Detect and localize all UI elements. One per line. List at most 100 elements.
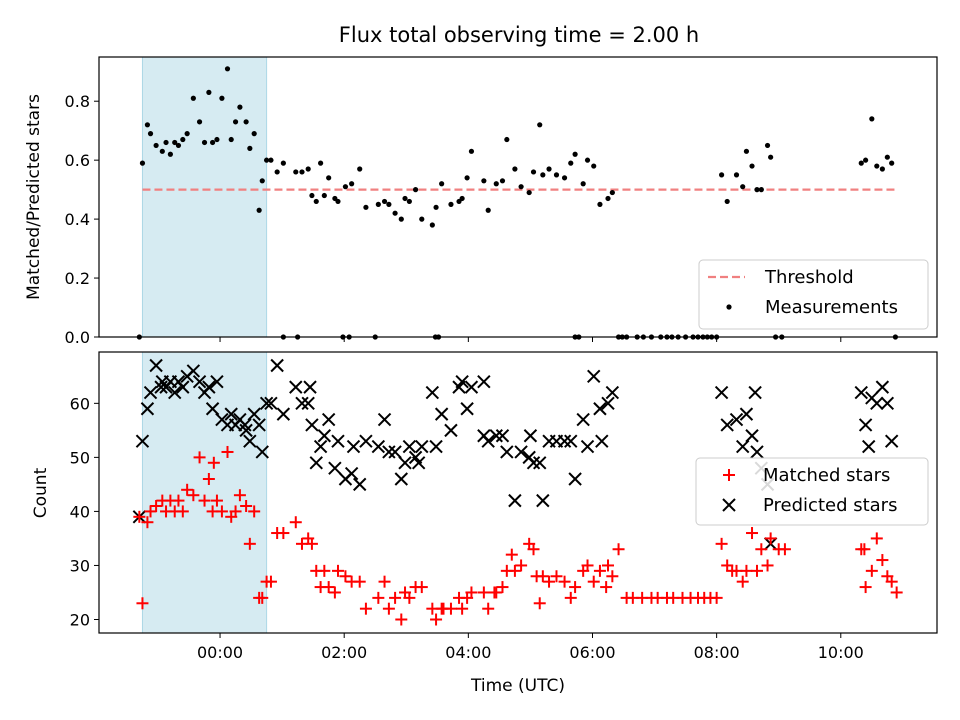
measurement-point — [743, 148, 750, 154]
bottom-legend: Matched stars Predicted stars — [695, 457, 929, 526]
predicted-star-marker-b — [321, 412, 336, 427]
predicted-star-marker-b — [398, 456, 412, 470]
matched-star-marker — [740, 564, 753, 577]
matched-star-marker — [870, 532, 883, 545]
matched-star-marker — [415, 581, 428, 594]
legend-matched-label: Matched stars — [763, 465, 890, 486]
predicted-star-marker-b — [247, 407, 261, 421]
matched-star-marker — [403, 591, 416, 604]
predicted-star-marker-b — [714, 385, 729, 400]
x-tick-label: 06:00 — [569, 643, 615, 662]
measurement-point — [499, 178, 506, 184]
top-y-tick-label: 0.0 — [65, 328, 90, 347]
matched-star-marker — [430, 613, 443, 626]
predicted-star-marker-b — [557, 434, 572, 448]
measurement-point — [493, 181, 499, 187]
predicted-star-marker — [854, 385, 868, 400]
matched-star-marker — [593, 564, 606, 577]
measurement-point — [335, 198, 341, 205]
matched-star-marker — [207, 456, 220, 469]
predicted-star-marker-b — [455, 375, 469, 389]
bottom-legend-box — [695, 457, 929, 526]
predicted-star-marker — [526, 456, 541, 470]
matched-star-marker — [264, 575, 277, 588]
matched-star-marker — [890, 586, 903, 599]
shaded-observing-span — [141, 56, 268, 338]
shaded-observing-span — [141, 351, 268, 634]
matched-star-marker — [764, 532, 777, 545]
predicted-star-marker — [880, 396, 895, 411]
bottom-y-tick-label: 50 — [70, 448, 90, 467]
measurement-point — [553, 172, 560, 178]
predicted-star-marker — [557, 434, 572, 448]
measurement-point — [584, 157, 591, 163]
predicted-star-marker — [243, 434, 257, 448]
matched-star-marker — [136, 597, 149, 610]
measurement-point — [206, 89, 212, 95]
matched-star-marker — [746, 527, 759, 540]
predicted-star-marker — [154, 380, 168, 394]
matched-star-marker — [187, 489, 200, 502]
measurement-point — [758, 187, 764, 193]
predicted-star-marker — [252, 418, 266, 432]
matched-star-marker — [581, 559, 594, 572]
measurement-point — [459, 195, 465, 202]
matched-star-marker — [256, 591, 269, 604]
matched-star-marker — [233, 489, 246, 502]
predicted-star-marker-b — [331, 434, 345, 448]
predicted-star-marker-b — [601, 396, 615, 411]
measurement-point — [167, 151, 173, 157]
measurement-point — [256, 207, 262, 213]
measurement-point — [749, 163, 755, 169]
measurement-point — [321, 192, 327, 199]
measurement-point — [224, 66, 231, 72]
matched-star-marker — [181, 483, 194, 496]
measurement-point — [572, 151, 578, 157]
predicted-star-marker-b — [477, 375, 491, 389]
matched-star-marker — [859, 581, 872, 594]
matched-star-marker — [612, 543, 625, 556]
measurement-point — [259, 178, 265, 184]
predicted-star-marker — [270, 358, 284, 373]
measurement-point — [597, 201, 603, 207]
predicted-star-marker — [305, 418, 319, 432]
predicted-star-marker — [536, 493, 550, 508]
predicted-star-marker — [745, 429, 759, 443]
predicted-star-marker-b — [317, 429, 332, 443]
predicted-star-marker-b — [289, 380, 303, 394]
measurement-point — [512, 166, 518, 172]
matched-star-marker — [248, 505, 261, 518]
matched-star-marker — [465, 586, 478, 599]
measurement-point — [546, 166, 552, 172]
predicted-star-marker-b — [313, 439, 328, 454]
measurement-point — [724, 198, 730, 205]
predicted-star-marker-b — [359, 434, 373, 448]
predicted-star-marker-b — [745, 429, 759, 443]
matched-star-marker — [198, 494, 211, 507]
predicted-star-marker-b — [276, 407, 291, 421]
predicted-star-marker — [264, 396, 278, 411]
x-tick-label: 08:00 — [694, 643, 740, 662]
predicted-star-marker — [489, 429, 503, 443]
matched-star-marker — [496, 581, 509, 594]
predicted-star-marker-b — [720, 418, 734, 432]
predicted-star-marker — [259, 396, 274, 411]
bottom-panel: 20 30 40 50 60 00:00 02:00 04:00 06:00 08:00 10:0… — [31, 351, 938, 696]
matched-star-marker — [865, 564, 878, 577]
predicted-star-marker — [295, 396, 309, 411]
predicted-star-marker-b — [862, 439, 876, 454]
legend-threshold-label: Threshold — [764, 267, 854, 288]
predicted-star-marker-b — [176, 380, 190, 394]
predicted-star-marker-b — [736, 439, 750, 454]
predicted-star-marker — [587, 369, 601, 384]
predicted-star-marker-b — [508, 493, 522, 508]
predicted-star-marker-b — [880, 396, 895, 411]
predicted-star-marker-b — [434, 407, 449, 421]
top-y-tick-label: 0.6 — [65, 151, 90, 170]
matched-star-marker — [382, 602, 395, 615]
predicted-star-marker — [508, 493, 522, 508]
matched-star-marker — [221, 445, 234, 458]
predicted-star-marker-b — [186, 364, 201, 378]
predicted-star-marker — [398, 456, 412, 470]
matched-star-marker — [141, 516, 154, 529]
